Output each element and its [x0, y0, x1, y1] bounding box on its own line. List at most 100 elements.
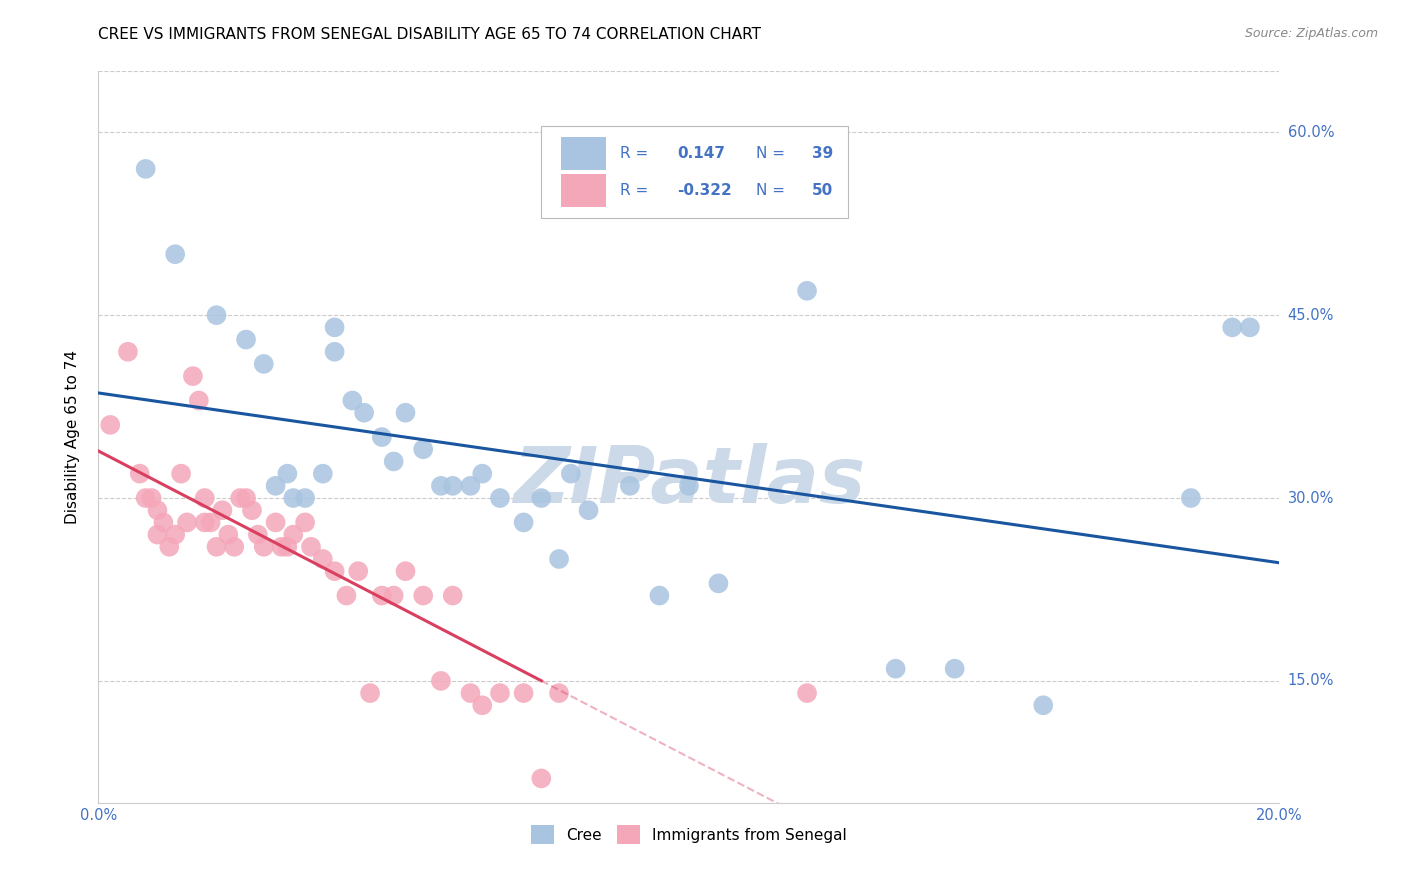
Point: [796, 284, 818, 298]
Point: [512, 516, 534, 530]
Text: N =: N =: [756, 183, 790, 198]
Point: [299, 540, 322, 554]
Point: [353, 406, 375, 420]
Text: R =: R =: [620, 183, 654, 198]
Point: [1180, 491, 1202, 505]
Point: [530, 772, 553, 786]
Point: [371, 430, 394, 444]
Point: [335, 589, 357, 603]
Point: [382, 589, 405, 603]
Point: [323, 564, 346, 578]
Text: R =: R =: [620, 146, 654, 161]
Point: [294, 516, 316, 530]
Point: [323, 320, 346, 334]
Point: [347, 564, 370, 578]
Point: [678, 479, 700, 493]
Point: [146, 503, 169, 517]
Point: [430, 479, 453, 493]
Point: [283, 527, 305, 541]
Point: [548, 552, 571, 566]
Point: [264, 516, 287, 530]
FancyBboxPatch shape: [561, 137, 606, 169]
Point: [1220, 320, 1243, 334]
Point: [152, 516, 174, 530]
FancyBboxPatch shape: [561, 174, 606, 207]
Legend: Cree, Immigrants from Senegal: Cree, Immigrants from Senegal: [524, 819, 853, 850]
Text: 60.0%: 60.0%: [1288, 125, 1334, 140]
Point: [235, 491, 257, 505]
Point: [648, 589, 671, 603]
Point: [146, 527, 169, 541]
Point: [441, 589, 464, 603]
Point: [240, 503, 263, 517]
Point: [170, 467, 193, 481]
Point: [460, 479, 482, 493]
Point: [1032, 698, 1054, 713]
Point: [246, 527, 269, 541]
Y-axis label: Disability Age 65 to 74: Disability Age 65 to 74: [65, 350, 80, 524]
Point: [276, 467, 298, 481]
Point: [943, 662, 966, 676]
Point: [1239, 320, 1261, 334]
Point: [217, 527, 239, 541]
Text: Source: ZipAtlas.com: Source: ZipAtlas.com: [1244, 27, 1378, 40]
Point: [229, 491, 252, 505]
Text: CREE VS IMMIGRANTS FROM SENEGAL DISABILITY AGE 65 TO 74 CORRELATION CHART: CREE VS IMMIGRANTS FROM SENEGAL DISABILI…: [98, 27, 762, 42]
Point: [312, 467, 335, 481]
Point: [205, 540, 228, 554]
Point: [796, 686, 818, 700]
Text: 45.0%: 45.0%: [1288, 308, 1334, 323]
Point: [141, 491, 163, 505]
Point: [224, 540, 246, 554]
Point: [294, 491, 316, 505]
Point: [471, 467, 494, 481]
Point: [471, 698, 494, 713]
Point: [187, 393, 209, 408]
Point: [253, 357, 276, 371]
Text: -0.322: -0.322: [678, 183, 733, 198]
Point: [512, 686, 534, 700]
Point: [181, 369, 204, 384]
Point: [548, 686, 571, 700]
Point: [135, 161, 157, 176]
Point: [371, 589, 394, 603]
Point: [382, 454, 405, 468]
Text: 39: 39: [811, 146, 832, 161]
Point: [412, 589, 434, 603]
Point: [194, 516, 217, 530]
Point: [176, 516, 198, 530]
Point: [235, 333, 257, 347]
Point: [165, 527, 187, 541]
Point: [342, 393, 364, 408]
Point: [530, 491, 553, 505]
Point: [117, 344, 139, 359]
Point: [707, 576, 730, 591]
Point: [276, 540, 298, 554]
Point: [489, 686, 512, 700]
Point: [323, 344, 346, 359]
Text: 15.0%: 15.0%: [1288, 673, 1334, 689]
Point: [619, 479, 641, 493]
Point: [312, 552, 335, 566]
Point: [194, 491, 217, 505]
Point: [128, 467, 150, 481]
Point: [253, 540, 276, 554]
Point: [157, 540, 180, 554]
Point: [98, 417, 121, 432]
Text: ZIPatlas: ZIPatlas: [513, 443, 865, 519]
Point: [165, 247, 187, 261]
Point: [270, 540, 292, 554]
Point: [884, 662, 907, 676]
Point: [283, 491, 305, 505]
Point: [394, 406, 416, 420]
Point: [264, 479, 287, 493]
Point: [205, 308, 228, 322]
Text: 50: 50: [811, 183, 832, 198]
Text: 0.147: 0.147: [678, 146, 725, 161]
Point: [359, 686, 381, 700]
Point: [412, 442, 434, 457]
Point: [460, 686, 482, 700]
Point: [441, 479, 464, 493]
Point: [211, 503, 233, 517]
FancyBboxPatch shape: [541, 126, 848, 218]
